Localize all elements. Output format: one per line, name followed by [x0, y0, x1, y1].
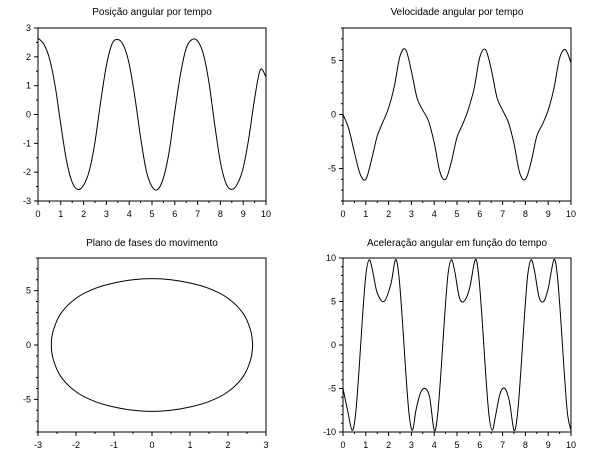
- subplot-angular-position: Posição angular por tempo 0 1 2 3 4 5 6 7 8 9 10-3…: [23, 7, 271, 219]
- series-line: [343, 48, 571, 181]
- x-tick-label: -3: [34, 440, 42, 450]
- plot-frame: [37, 27, 267, 202]
- x-tick-label: 6: [172, 209, 177, 219]
- x-tick-label: 5: [454, 440, 459, 450]
- x-tick-label: 5: [149, 209, 154, 219]
- plot-frame: [342, 27, 572, 202]
- y-tick-label: 0: [26, 110, 31, 120]
- x-tick-label: 3: [104, 209, 109, 219]
- y-tick-label: 0: [26, 340, 31, 350]
- x-tick-label: 10: [566, 209, 576, 219]
- x-tick-label: 2: [81, 209, 86, 219]
- series-line: [343, 258, 571, 432]
- series-line: [50, 278, 254, 412]
- subplot-phase-plane: Plano de fases do movimento -3 -2 -1 0 1 2 3 -5…: [23, 238, 269, 450]
- y-tick-label: 1: [26, 81, 31, 91]
- x-tick-label: 4: [432, 440, 437, 450]
- x-tick-label: 10: [261, 209, 271, 219]
- x-tick-label: 0: [340, 440, 345, 450]
- x-tick-label: 9: [241, 209, 246, 219]
- x-tick-label: 7: [500, 209, 505, 219]
- x-tick-label: 4: [127, 209, 132, 219]
- y-tick-label: -1: [23, 138, 31, 148]
- x-tick-label: -1: [110, 440, 118, 450]
- x-tick-label: 3: [263, 440, 268, 450]
- x-tick-label: 10: [566, 440, 576, 450]
- x-tick-label: 7: [500, 440, 505, 450]
- x-tick-label: 2: [225, 440, 230, 450]
- x-tick-label: 0: [340, 209, 345, 219]
- y-tick-label: 2: [26, 52, 31, 62]
- x-tick-label: 1: [58, 209, 63, 219]
- y-tick-label: 5: [26, 286, 31, 296]
- y-tick-label: -5: [328, 164, 336, 174]
- series-line: [38, 37, 266, 191]
- x-tick-label: 9: [546, 440, 551, 450]
- y-tick-label: 0: [331, 340, 336, 350]
- x-tick-label: 0: [149, 440, 154, 450]
- x-tick-label: 2: [386, 440, 391, 450]
- x-tick-label: 3: [409, 209, 414, 219]
- plot-frame: [37, 257, 267, 433]
- y-tick-label: 5: [331, 297, 336, 307]
- x-tick-label: 6: [477, 209, 482, 219]
- x-tick-label: 1: [187, 440, 192, 450]
- x-tick-label: 1: [363, 440, 368, 450]
- x-tick-label: 0: [35, 209, 40, 219]
- y-tick-label: -5: [23, 394, 31, 404]
- y-tick-label: -2: [23, 167, 31, 177]
- x-tick-label: 1: [363, 209, 368, 219]
- y-tick-label: 0: [331, 110, 336, 120]
- x-tick-label: 6: [477, 440, 482, 450]
- y-tick-label: -10: [323, 427, 336, 437]
- y-tick-label: 3: [26, 23, 31, 33]
- x-tick-label: 4: [432, 209, 437, 219]
- subplot-title: Plano de fases do movimento: [86, 238, 218, 249]
- y-tick-label: -3: [23, 196, 31, 206]
- subplot-title: Aceleração angular em função do tempo: [367, 238, 548, 249]
- y-tick-label: -5: [328, 384, 336, 394]
- x-tick-label: 8: [523, 209, 528, 219]
- x-tick-label: 8: [523, 440, 528, 450]
- x-tick-label: 5: [454, 209, 459, 219]
- x-tick-label: 7: [195, 209, 200, 219]
- subplot-title: Velocidade angular por tempo: [391, 7, 524, 18]
- x-tick-label: 2: [386, 209, 391, 219]
- subplot-title: Posição angular por tempo: [92, 7, 212, 18]
- y-tick-label: 10: [326, 253, 336, 263]
- x-tick-label: 9: [546, 209, 551, 219]
- y-tick-label: 5: [331, 55, 336, 65]
- subplot-angular-acceleration: Aceleração angular em função do tempo 0 1…: [323, 238, 576, 450]
- x-tick-label: 8: [218, 209, 223, 219]
- x-tick-label: 3: [409, 440, 414, 450]
- x-tick-label: -2: [72, 440, 80, 450]
- subplot-angular-velocity: Velocidade angular por tempo 0 1 2 3 4 5 6 7 8 9 1…: [328, 7, 576, 219]
